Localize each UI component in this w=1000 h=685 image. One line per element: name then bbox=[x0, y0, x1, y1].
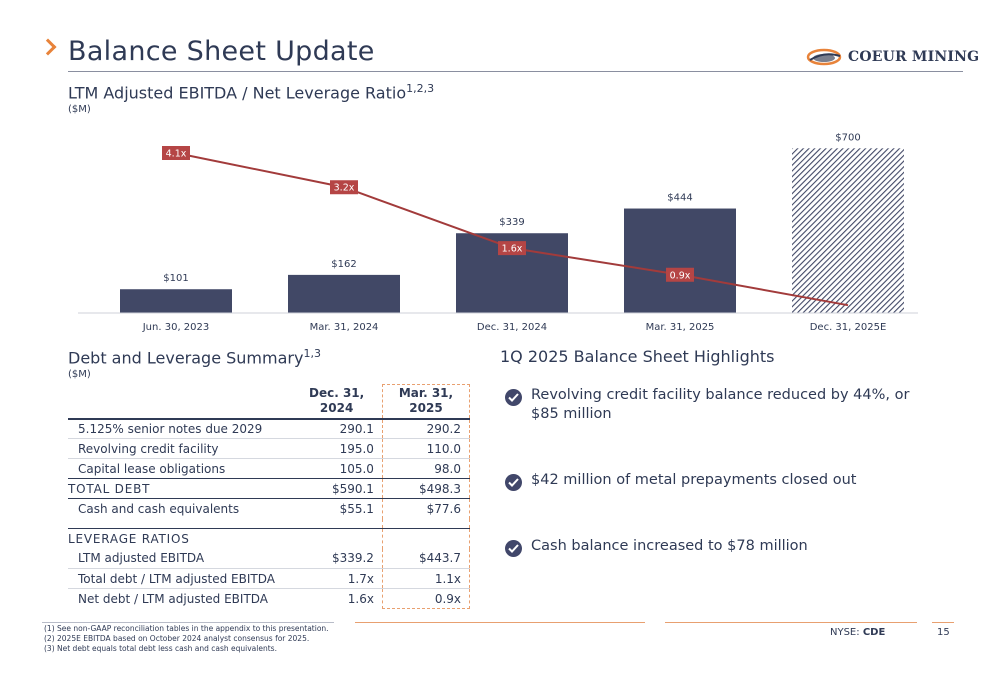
bar-2 bbox=[288, 274, 400, 313]
row-label: TOTAL DEBT bbox=[68, 478, 292, 499]
row-value-2025: $77.6 bbox=[381, 498, 471, 519]
bar-value-label: $444 bbox=[667, 193, 692, 204]
row-label: Capital lease obligations bbox=[78, 461, 226, 476]
row-label: Net debt / LTM adjusted EBITDA bbox=[78, 591, 269, 606]
section-heading: LEVERAGE RATIOS bbox=[68, 531, 190, 546]
x-tick-label: Dec. 31, 2025E bbox=[810, 322, 887, 333]
footnote: (2) 2025E EBITDA based on October 2024 a… bbox=[44, 634, 310, 643]
checkmark-icon bbox=[505, 540, 522, 557]
svg-text:3.2x: 3.2x bbox=[334, 183, 355, 194]
row-value-2025: $443.7 bbox=[381, 548, 471, 569]
page-title: Balance Sheet Update bbox=[68, 36, 375, 67]
row-label: 5.125% senior notes due 2029 bbox=[68, 418, 292, 439]
row-label: Revolving credit facility bbox=[68, 438, 292, 459]
footnote: (1) See non-GAAP reconciliation tables i… bbox=[44, 624, 329, 633]
highlight-text: Cash balance increased to $78 million bbox=[531, 538, 808, 554]
row-value-2024: $590.1 bbox=[291, 478, 383, 499]
table-title: Debt and Leverage Summary1,3 bbox=[68, 347, 321, 368]
company-logo: COEUR MINING bbox=[806, 46, 979, 68]
chart-units: ($M) bbox=[68, 104, 91, 115]
svg-text:1.6x: 1.6x bbox=[502, 244, 523, 255]
total-debt-row: TOTAL DEBT $590.1 $498.3 bbox=[68, 478, 471, 499]
page-number: 15 bbox=[937, 627, 950, 638]
table-units: ($M) bbox=[68, 369, 91, 380]
header-blank bbox=[68, 384, 292, 420]
header-dec-2024: Dec. 31, 2024 bbox=[291, 384, 383, 420]
chart-title: LTM Adjusted EBITDA / Net Leverage Ratio… bbox=[68, 82, 435, 103]
bar-4 bbox=[624, 208, 736, 313]
svg-text:0.9x: 0.9x bbox=[670, 270, 691, 281]
footer-divider bbox=[665, 622, 917, 623]
bar-value-label: $339 bbox=[499, 217, 524, 228]
x-tick-label: Mar. 31, 2024 bbox=[310, 322, 379, 333]
footnotes: (1) See non-GAAP reconciliation tables i… bbox=[44, 624, 329, 654]
table-header-row: Dec. 31, 2024 Mar. 31, 2025 bbox=[68, 384, 471, 420]
leverage-label: 3.2x bbox=[330, 180, 358, 195]
bar-value-label: $101 bbox=[163, 273, 188, 284]
footnote-divider bbox=[42, 622, 334, 623]
table-row: 5.125% senior notes due 2029 290.1 290.2 bbox=[68, 418, 471, 439]
highlight-text: Revolving credit facility balance reduce… bbox=[531, 387, 910, 422]
footnote: (3) Net debt equals total debt less cash… bbox=[44, 644, 277, 653]
table-row: LTM adjusted EBITDA $339.2 $443.7 bbox=[68, 548, 471, 569]
row-value-2024: 105.0 bbox=[339, 461, 374, 476]
row-value-2025: 98.0 bbox=[381, 458, 471, 479]
row-value-2024: 1.6x bbox=[347, 591, 374, 606]
highlight-text: $42 million of metal prepayments closed … bbox=[531, 472, 857, 488]
table-row: Capital lease obligations 105.0 98.0 bbox=[68, 458, 471, 479]
bar-1 bbox=[120, 289, 232, 313]
table-row: Revolving credit facility 195.0 110.0 bbox=[68, 438, 471, 459]
leverage-label: 0.9x bbox=[666, 267, 694, 282]
leverage-label: 4.1x bbox=[162, 146, 190, 160]
row-label: Cash and cash equivalents bbox=[78, 501, 240, 516]
row-value-2025: 1.1x bbox=[381, 568, 471, 589]
leverage-ratios-heading-row: LEVERAGE RATIOS bbox=[68, 528, 471, 549]
footer-divider bbox=[932, 622, 954, 623]
checkmark-icon bbox=[505, 474, 522, 491]
row-value-2024: $55.1 bbox=[339, 501, 374, 516]
row-value-2025: $498.3 bbox=[381, 478, 471, 499]
header-mar-2025: Mar. 31, 2025 bbox=[381, 384, 471, 420]
footer-divider bbox=[355, 622, 645, 623]
chevron-right-icon bbox=[39, 38, 57, 56]
row-label: Total debt / LTM adjusted EBITDA bbox=[68, 568, 292, 589]
coeur-logo-icon bbox=[806, 48, 842, 66]
row-value-2024: 290.1 bbox=[291, 418, 383, 439]
debt-leverage-table: Dec. 31, 2024 Mar. 31, 2025 5.125% senior … bbox=[68, 384, 471, 609]
logo-wordmark: COEUR MINING bbox=[848, 49, 980, 65]
checkmark-icon bbox=[505, 389, 522, 406]
table-row: Net debt / LTM adjusted EBITDA 1.6x 0.9x bbox=[68, 588, 471, 609]
stock-ticker: NYSE: CDE bbox=[830, 627, 886, 638]
ebitda-leverage-chart: $101 $162 $339 $444 $700 4.1x 3.2x 1.6x 0.9x Ju… bbox=[78, 132, 918, 333]
highlights-title: 1Q 2025 Balance Sheet Highlights bbox=[500, 347, 775, 366]
x-tick-label: Jun. 30, 2023 bbox=[142, 322, 210, 333]
bar-value-label: $162 bbox=[331, 259, 356, 270]
x-tick-label: Dec. 31, 2024 bbox=[477, 322, 547, 333]
table-row: Cash and cash equivalents $55.1 $77.6 bbox=[68, 498, 471, 519]
leverage-label: 1.6x bbox=[498, 241, 526, 256]
row-value-2025: 290.2 bbox=[381, 418, 471, 439]
row-label: LTM adjusted EBITDA bbox=[68, 548, 292, 569]
row-value-2024: 1.7x bbox=[291, 568, 383, 589]
x-tick-label: Mar. 31, 2025 bbox=[646, 322, 715, 333]
table-spacer bbox=[68, 518, 471, 529]
table-row: Total debt / LTM adjusted EBITDA 1.7x 1.… bbox=[68, 568, 471, 589]
row-value-2024: 195.0 bbox=[291, 438, 383, 459]
svg-text:4.1x: 4.1x bbox=[166, 149, 187, 160]
row-value-2024: $339.2 bbox=[291, 548, 383, 569]
bar-value-label: $700 bbox=[835, 132, 860, 143]
title-divider bbox=[68, 71, 963, 72]
bar-5 bbox=[792, 148, 904, 313]
row-value-2025: 110.0 bbox=[381, 438, 471, 459]
row-value-2025: 0.9x bbox=[381, 588, 471, 609]
